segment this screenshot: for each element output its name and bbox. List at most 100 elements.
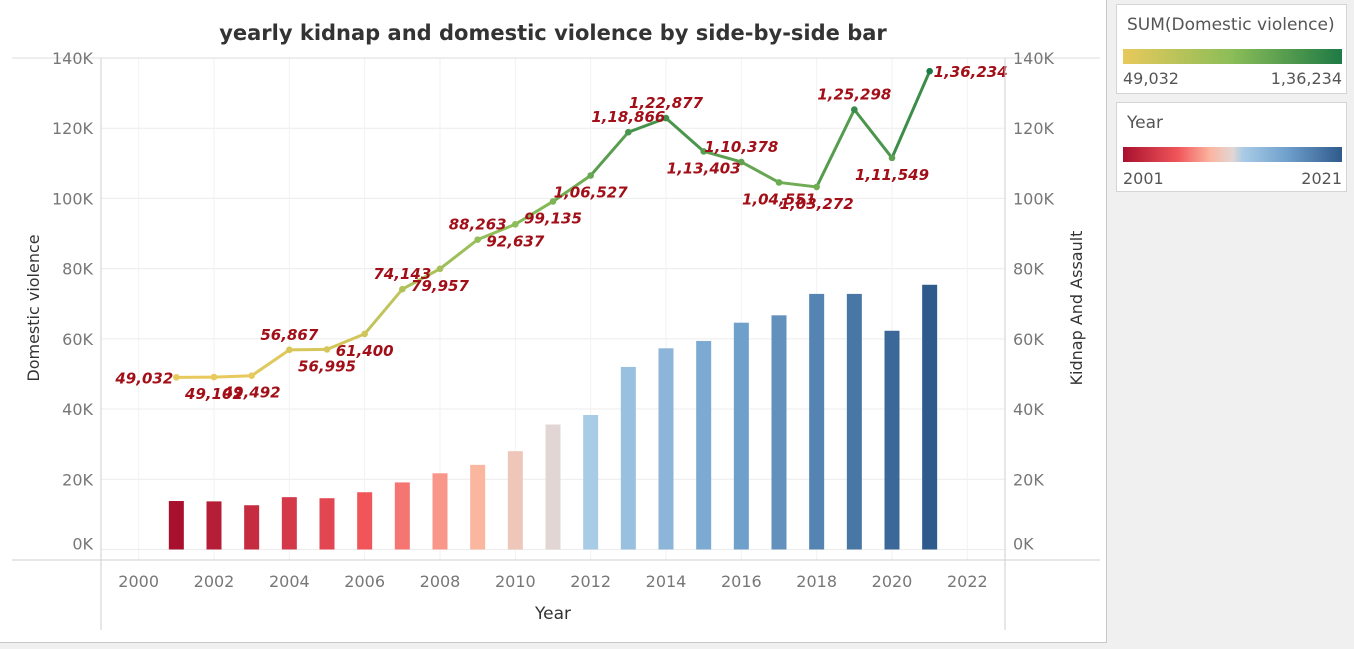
y-tick-left: 100K — [52, 189, 94, 208]
line-point-2012 — [587, 172, 594, 179]
x-tick-2006: 2006 — [344, 572, 385, 591]
bar-2017 — [771, 315, 787, 550]
data-label-2009: 88,263 — [449, 216, 507, 234]
x-tick-2018: 2018 — [796, 572, 837, 591]
line-point-2013 — [625, 128, 632, 136]
line-point-2001 — [173, 374, 180, 381]
line-segment-2007 — [400, 267, 442, 291]
data-label-2012: 1,06,527 — [554, 184, 629, 202]
data-label-2001: 49,032 — [114, 369, 173, 387]
line-point-2018 — [813, 183, 820, 191]
line-point-2005 — [323, 346, 331, 353]
data-label-2016: 1,10,378 — [704, 138, 778, 156]
y-tick-left: 120K — [52, 119, 94, 138]
legend-domestic-title: SUM(Domestic violence) — [1127, 15, 1335, 35]
y-tick-right: 140K — [1013, 49, 1055, 68]
data-label-2017: 1,04,551 — [742, 190, 816, 208]
bar-2013 — [620, 366, 636, 550]
y-tick-left: 80K — [62, 260, 93, 279]
x-tick-2022: 2022 — [947, 572, 988, 591]
line-point-2015 — [700, 148, 707, 155]
data-label-2010: 92,637 — [486, 232, 544, 250]
y-tick-right: 100K — [1013, 189, 1055, 208]
data-label-2008: 79,957 — [411, 277, 469, 295]
line-segment-2008 — [438, 238, 480, 271]
bar-2020 — [884, 330, 900, 550]
bar-2014 — [658, 348, 674, 550]
x-tick-2000: 2000 — [118, 572, 159, 591]
y-tick-right: 40K — [1013, 400, 1044, 419]
line-point-2008 — [436, 265, 444, 273]
y-tick-right: 120K — [1013, 119, 1055, 138]
line-point-2003 — [248, 372, 255, 380]
data-label-2013: 1,18,866 — [591, 108, 665, 126]
line-point-2021 — [926, 67, 933, 75]
bar-2002 — [206, 501, 222, 550]
legend-domestic-min: 49,032 — [1123, 69, 1179, 88]
line-point-2014 — [662, 114, 670, 122]
bar-2005 — [319, 498, 335, 550]
legend-year-max: 2021 — [1301, 169, 1342, 188]
bar-2011 — [545, 424, 561, 550]
line-point-2011 — [549, 198, 557, 205]
line-point-2002 — [210, 373, 218, 381]
line-point-2009 — [474, 236, 481, 243]
line-segment-2019 — [852, 108, 894, 160]
y-axis-title-right: Kidnap And Assault — [1067, 231, 1086, 386]
line-point-2004 — [286, 346, 293, 354]
data-label-2004: 56,867 — [260, 326, 318, 344]
legend-domestic-max: 1,36,234 — [1270, 69, 1342, 88]
bar-2019 — [846, 293, 862, 550]
line-point-2010 — [512, 220, 519, 228]
data-label-2020: 1,11,549 — [855, 166, 929, 184]
chart-title: yearly kidnap and domestic violence by s… — [219, 21, 887, 45]
data-label-2007: 74,143 — [373, 265, 431, 283]
line-point-2016 — [738, 158, 745, 166]
bar-2004 — [281, 497, 297, 550]
x-tick-2014: 2014 — [646, 572, 687, 591]
legend-year-min: 2001 — [1123, 169, 1164, 188]
data-label-2021: 1,36,234 — [934, 63, 1008, 81]
data-label-2002: 49,102 — [184, 385, 243, 403]
data-label-2003: 49,492 — [222, 384, 281, 402]
line-segment-2003 — [250, 348, 291, 378]
legend-year-gradient — [1123, 147, 1342, 162]
legend-year[interactable]: Year 2001 2021 — [1116, 102, 1347, 192]
line-segment-2005 — [325, 332, 367, 351]
x-tick-2020: 2020 — [872, 572, 913, 591]
y-tick-left: 20K — [62, 470, 93, 489]
data-label-2014: 1,22,877 — [629, 94, 704, 112]
x-tick-2012: 2012 — [570, 572, 611, 591]
y-tick-right: 60K — [1013, 330, 1044, 349]
y-tick-left: 40K — [62, 400, 93, 419]
bar-2001 — [168, 501, 184, 550]
line-segment-2010 — [513, 199, 555, 226]
legend-year-title: Year — [1127, 113, 1163, 133]
data-label-2019: 1,25,298 — [817, 86, 891, 104]
line-segment-2009 — [476, 222, 517, 242]
data-label-2011: 99,135 — [524, 209, 582, 227]
y-tick-left: 140K — [52, 49, 94, 68]
bar-2016 — [733, 322, 749, 550]
y-axis-title-left: Domestic violence — [24, 234, 43, 381]
line-segment-2020 — [890, 69, 932, 160]
bar-2015 — [696, 340, 712, 550]
legend-domestic-gradient — [1123, 49, 1342, 64]
data-label-2005: 56,995 — [298, 357, 356, 375]
x-axis-title: Year — [534, 604, 571, 624]
legend-domestic-violence[interactable]: SUM(Domestic violence) 49,032 1,36,234 — [1116, 4, 1347, 94]
y-tick-left: 60K — [62, 330, 93, 349]
bar-2021 — [922, 284, 938, 550]
bar-2018 — [809, 293, 825, 550]
bar-2010 — [507, 451, 523, 550]
data-label-2015: 1,13,403 — [667, 159, 741, 177]
line-segment-2006 — [363, 287, 404, 336]
line-point-2020 — [888, 154, 896, 162]
y-tick-right: 20K — [1013, 470, 1044, 489]
line-segment-2012 — [589, 130, 630, 178]
data-label-2006: 61,400 — [336, 342, 394, 360]
line-segment-2015 — [702, 149, 743, 164]
bar-2003 — [244, 505, 260, 550]
line-segment-2017 — [777, 180, 819, 189]
